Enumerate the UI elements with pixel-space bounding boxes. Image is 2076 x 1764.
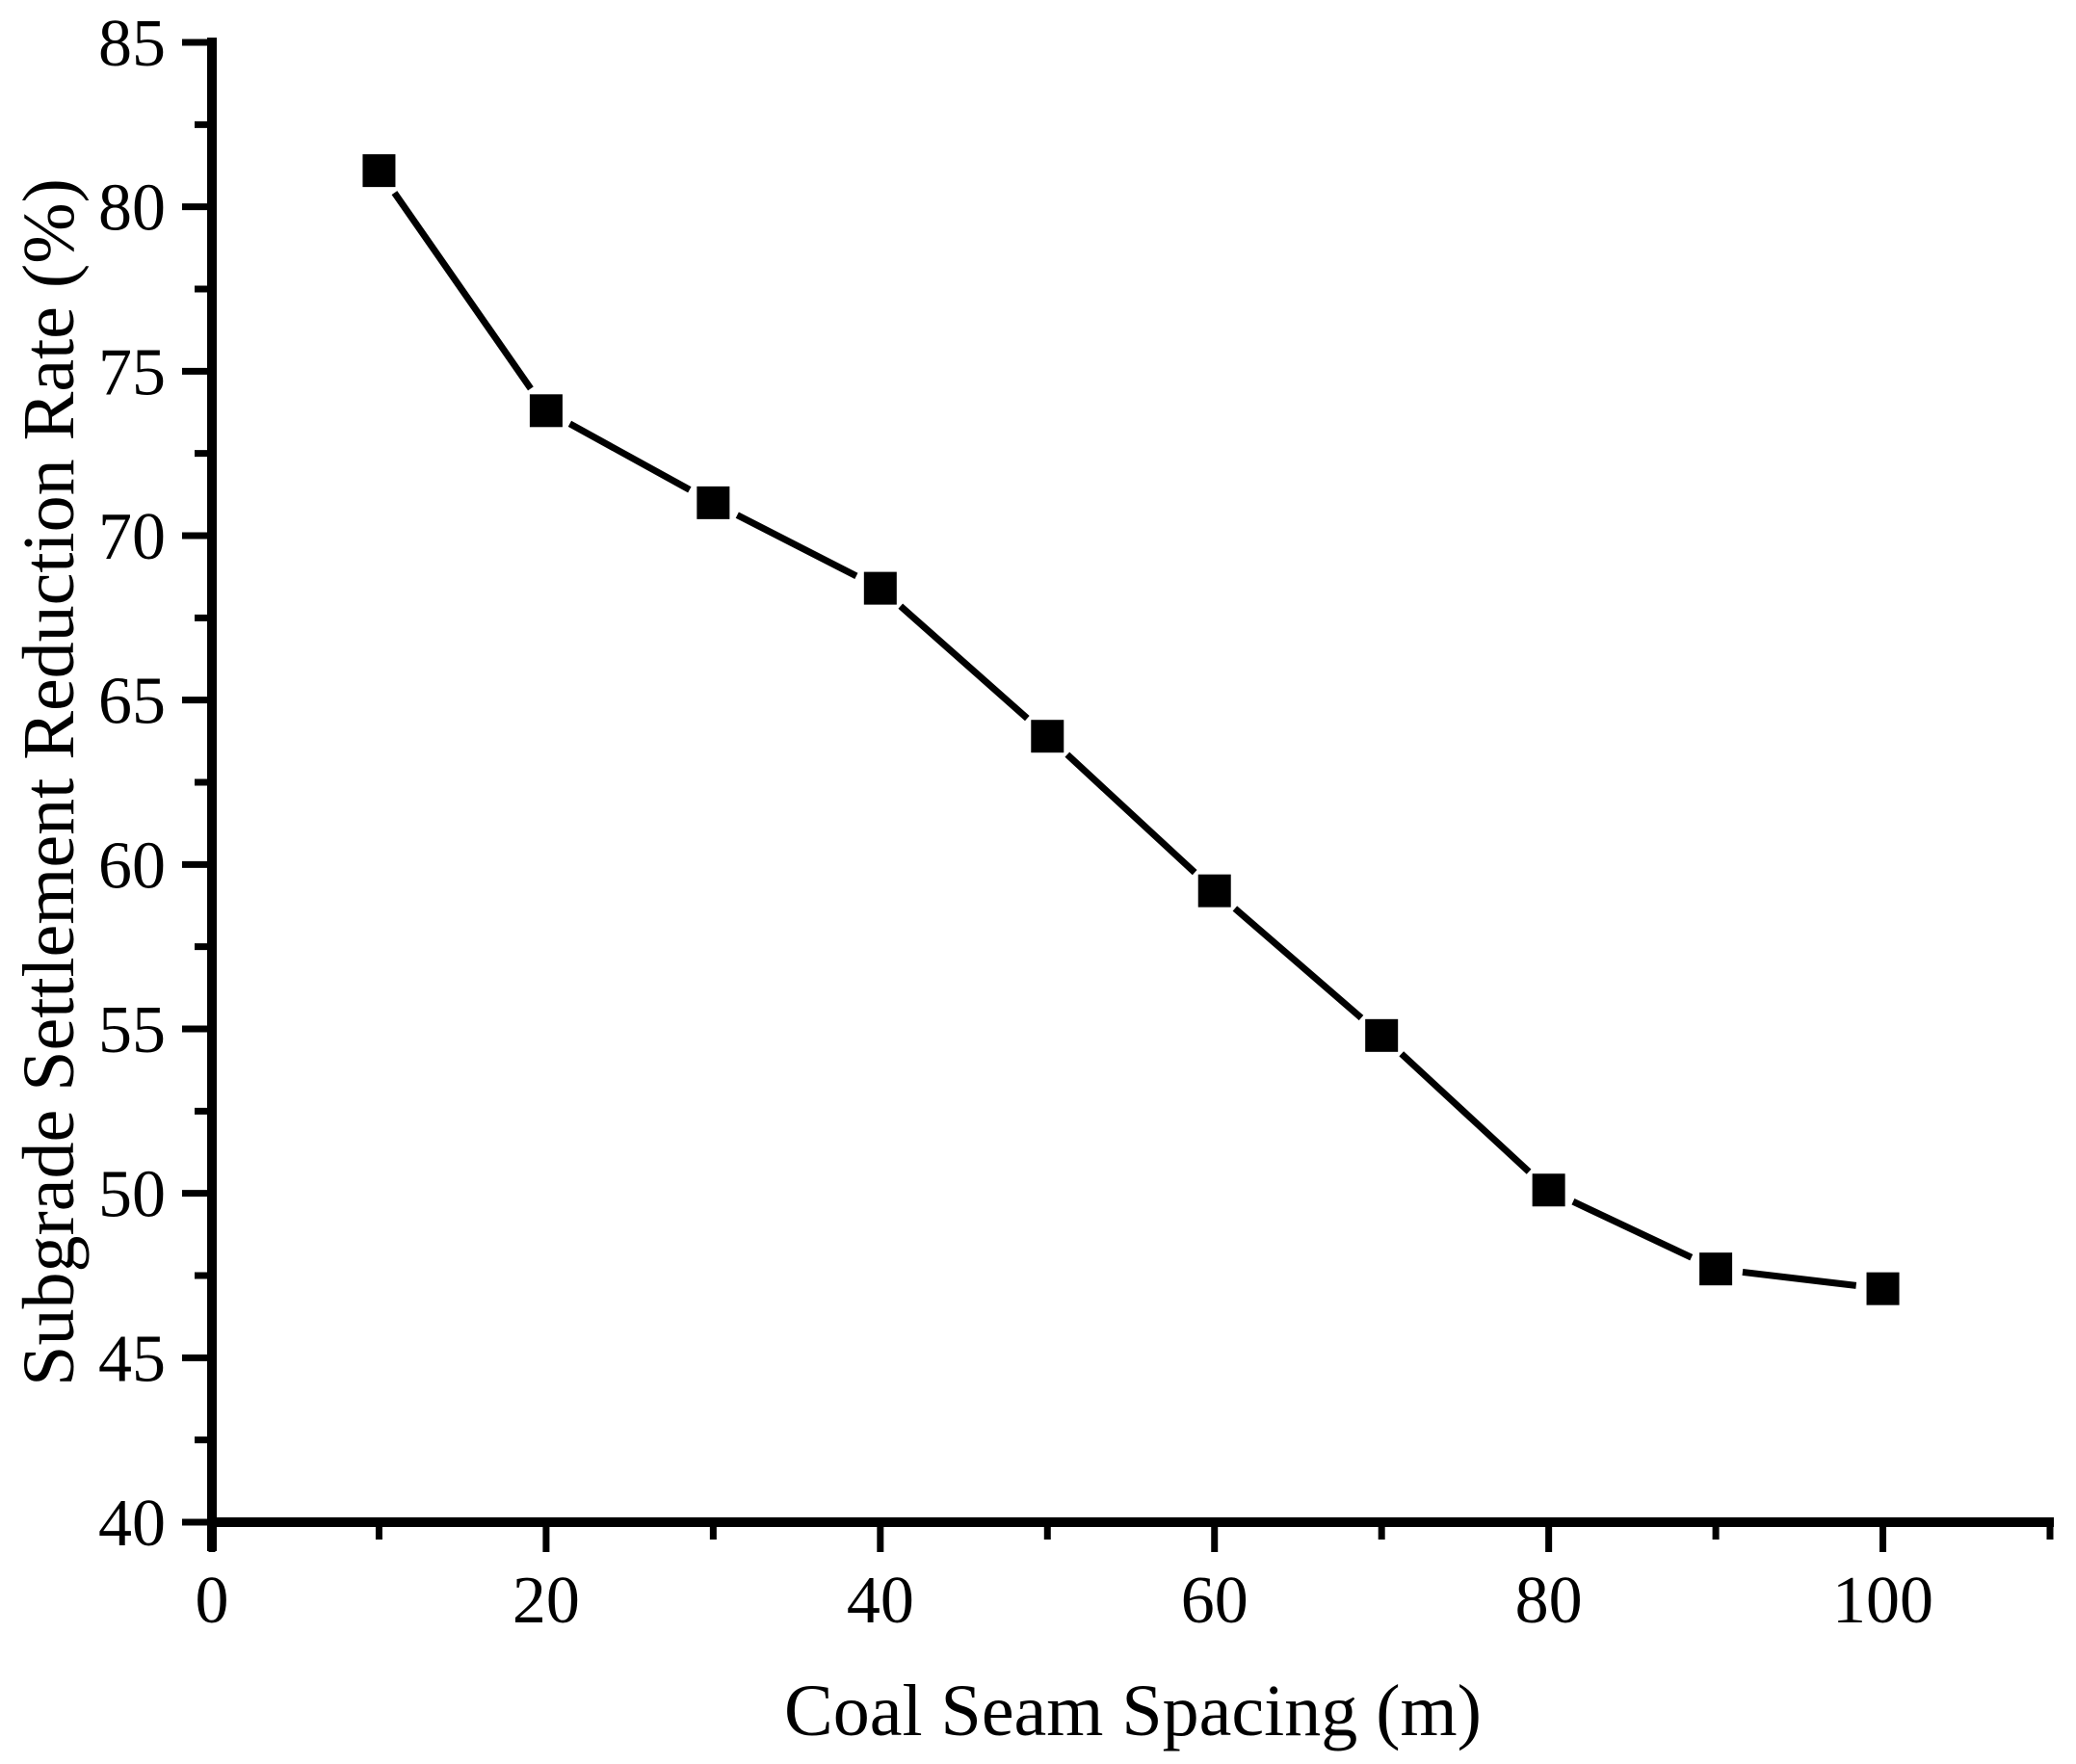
data-point-marker	[1197, 874, 1231, 908]
y-tick-label: 65	[98, 665, 166, 739]
series-line-segment	[1742, 1268, 1857, 1289]
x-tick-label: 20	[512, 1564, 580, 1638]
y-tick-label: 75	[98, 335, 166, 409]
data-point-marker	[1031, 720, 1064, 753]
data-point-marker	[1365, 1018, 1399, 1052]
series-line-segment	[567, 420, 692, 493]
data-point-marker	[863, 571, 897, 605]
y-axis-title: Subgrade Settlement Reduction Rate (%)	[9, 178, 90, 1386]
y-tick-label: 40	[98, 1487, 166, 1561]
series-line-segment	[1399, 1051, 1532, 1174]
x-tick-label: 100	[1832, 1564, 1933, 1638]
x-tick-label: 80	[1515, 1564, 1583, 1638]
series-line-segment	[1571, 1198, 1694, 1261]
y-tick-label: 70	[98, 500, 166, 574]
x-tick-label: 40	[847, 1564, 914, 1638]
y-tick-label: 50	[98, 1158, 166, 1232]
data-point-marker	[1866, 1272, 1900, 1305]
y-tick-label: 60	[98, 829, 166, 903]
data-point-marker	[362, 154, 396, 188]
y-tick-label: 85	[98, 7, 166, 81]
y-tick-label: 55	[98, 993, 166, 1067]
data-point-marker	[696, 486, 730, 519]
y-tick-label: 80	[98, 171, 166, 246]
series-line-segment	[735, 512, 858, 579]
data-point-marker	[529, 394, 563, 428]
x-tick-label: 60	[1181, 1564, 1248, 1638]
series-line-segment	[1232, 906, 1364, 1021]
y-tick-label: 45	[98, 1322, 166, 1396]
x-tick-label: 0	[196, 1564, 229, 1638]
series-line-segment	[391, 191, 534, 391]
x-axis-title: Coal Seam Spacing (m)	[784, 1671, 1482, 1751]
series-line-segment	[1064, 751, 1197, 876]
series-line-segment	[898, 603, 1030, 722]
data-point-marker	[1699, 1252, 1733, 1286]
data-point-marker	[1532, 1173, 1565, 1207]
